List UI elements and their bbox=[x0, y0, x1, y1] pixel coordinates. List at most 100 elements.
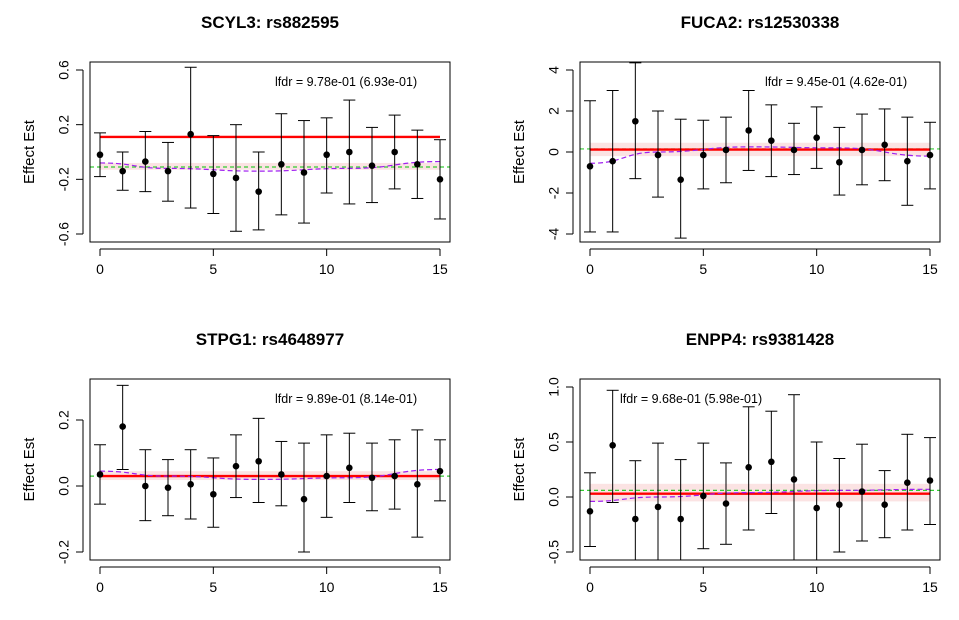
y-tick-label: 4 bbox=[546, 66, 562, 74]
y-tick-label: -0.6 bbox=[56, 222, 72, 246]
data-point bbox=[768, 458, 775, 466]
y-tick-label: 0.5 bbox=[546, 432, 562, 452]
chart-title: SCYL3: rs882595 bbox=[201, 13, 339, 32]
chart-title: STPG1: rs4648977 bbox=[196, 330, 344, 349]
data-point bbox=[232, 174, 240, 182]
data-point bbox=[700, 151, 707, 159]
x-tick-label: 10 bbox=[809, 579, 825, 595]
data-point bbox=[926, 477, 934, 484]
data-point bbox=[677, 515, 684, 523]
smooth-curve bbox=[99, 160, 441, 172]
panel-2: FUCA2: rs12530338 lfdr = 9.45e-01 (4.62e-… bbox=[511, 13, 941, 277]
x-tick-label: 10 bbox=[809, 261, 825, 277]
y-tick-label: 0.2 bbox=[56, 115, 72, 135]
data-point bbox=[436, 467, 444, 475]
data-point bbox=[654, 151, 662, 159]
y-tick-label: -0.2 bbox=[56, 540, 72, 564]
plot-area bbox=[580, 62, 940, 239]
data-point bbox=[119, 423, 126, 430]
data-point bbox=[164, 484, 172, 491]
x-axis: 0 5 10 15 bbox=[96, 248, 448, 277]
data-point bbox=[904, 157, 911, 165]
data-point bbox=[632, 117, 639, 125]
data-point bbox=[255, 457, 262, 465]
x-tick-label: 15 bbox=[432, 579, 448, 595]
x-tick-label: 0 bbox=[586, 579, 594, 595]
data-point bbox=[142, 158, 149, 165]
y-tick-label: -4 bbox=[546, 228, 562, 241]
data-point bbox=[96, 151, 104, 159]
data-point bbox=[300, 169, 308, 176]
lfdr-annotation: lfdr = 9.45e-01 (4.62e-01) bbox=[765, 75, 907, 89]
x-tick-label: 5 bbox=[699, 261, 707, 277]
data-point bbox=[278, 161, 285, 168]
plot-frame bbox=[89, 61, 451, 243]
y-tick-label: 0.6 bbox=[56, 60, 72, 80]
x-tick-label: 5 bbox=[209, 579, 217, 595]
data-point bbox=[278, 471, 285, 478]
error-bar bbox=[184, 66, 197, 209]
y-tick-label: -2 bbox=[546, 187, 562, 200]
y-tick-label: 0.0 bbox=[56, 476, 72, 496]
data-point bbox=[722, 146, 730, 154]
data-point bbox=[790, 146, 798, 154]
y-axis-label: Effect Est bbox=[511, 119, 528, 184]
y-tick-label: 0.0 bbox=[546, 487, 562, 507]
y-axis: -0.2 0.0 0.2 bbox=[56, 410, 84, 564]
x-tick-label: 5 bbox=[209, 261, 217, 277]
data-point bbox=[300, 495, 308, 503]
data-point bbox=[836, 158, 843, 166]
data-point bbox=[858, 488, 866, 495]
y-axis-label: Effect Est bbox=[511, 437, 528, 502]
x-tick-label: 0 bbox=[96, 579, 104, 595]
data-point bbox=[745, 127, 752, 134]
data-point bbox=[745, 464, 752, 471]
panel-3: STPG1: rs4648977 lfdr = 9.89e-01 (8.14e-0… bbox=[21, 330, 451, 595]
x-tick-label: 10 bbox=[319, 261, 335, 277]
plot-frame bbox=[579, 378, 941, 561]
data-point bbox=[187, 130, 194, 138]
data-point bbox=[609, 442, 616, 449]
data-point bbox=[858, 146, 866, 154]
data-point bbox=[632, 515, 639, 523]
x-tick-label: 15 bbox=[922, 261, 938, 277]
lfdr-annotation: lfdr = 9.89e-01 (8.14e-01) bbox=[275, 392, 417, 406]
x-tick-label: 15 bbox=[432, 261, 448, 277]
data-point bbox=[586, 163, 594, 170]
plot-frame bbox=[89, 378, 451, 561]
x-axis: 0 5 10 15 bbox=[586, 566, 938, 595]
smooth-curve bbox=[589, 488, 931, 502]
data-point bbox=[142, 482, 149, 490]
y-tick-label: -0.2 bbox=[56, 167, 72, 191]
y-tick-label: 2 bbox=[546, 107, 562, 115]
data-point bbox=[904, 479, 911, 487]
data-point bbox=[210, 490, 217, 498]
panel-4: ENPP4: rs9381428 lfdr = 9.68e-01 (5.98e-0… bbox=[511, 330, 941, 595]
data-point bbox=[164, 167, 172, 175]
data-point bbox=[187, 481, 194, 488]
chart-title: ENPP4: rs9381428 bbox=[686, 330, 834, 349]
data-point bbox=[586, 508, 594, 515]
data-point bbox=[119, 167, 126, 175]
x-tick-label: 0 bbox=[96, 261, 104, 277]
data-point bbox=[722, 500, 730, 507]
data-point bbox=[654, 503, 662, 511]
y-tick-label: 0.2 bbox=[56, 410, 72, 430]
data-point bbox=[813, 504, 820, 512]
plot-area bbox=[580, 389, 940, 560]
y-axis: -0.5 0.0 0.5 1.0 bbox=[546, 377, 574, 564]
plot-area bbox=[90, 66, 450, 232]
y-tick-label: -0.5 bbox=[546, 540, 562, 564]
x-tick-label: 5 bbox=[699, 579, 707, 595]
data-point bbox=[414, 161, 421, 168]
y-tick-label: 1.0 bbox=[546, 377, 562, 397]
data-point bbox=[255, 188, 262, 195]
plot-frame bbox=[579, 61, 941, 243]
data-point bbox=[436, 176, 444, 183]
data-point bbox=[232, 462, 240, 470]
x-tick-label: 15 bbox=[922, 579, 938, 595]
data-point bbox=[346, 148, 353, 156]
data-point bbox=[700, 492, 707, 500]
